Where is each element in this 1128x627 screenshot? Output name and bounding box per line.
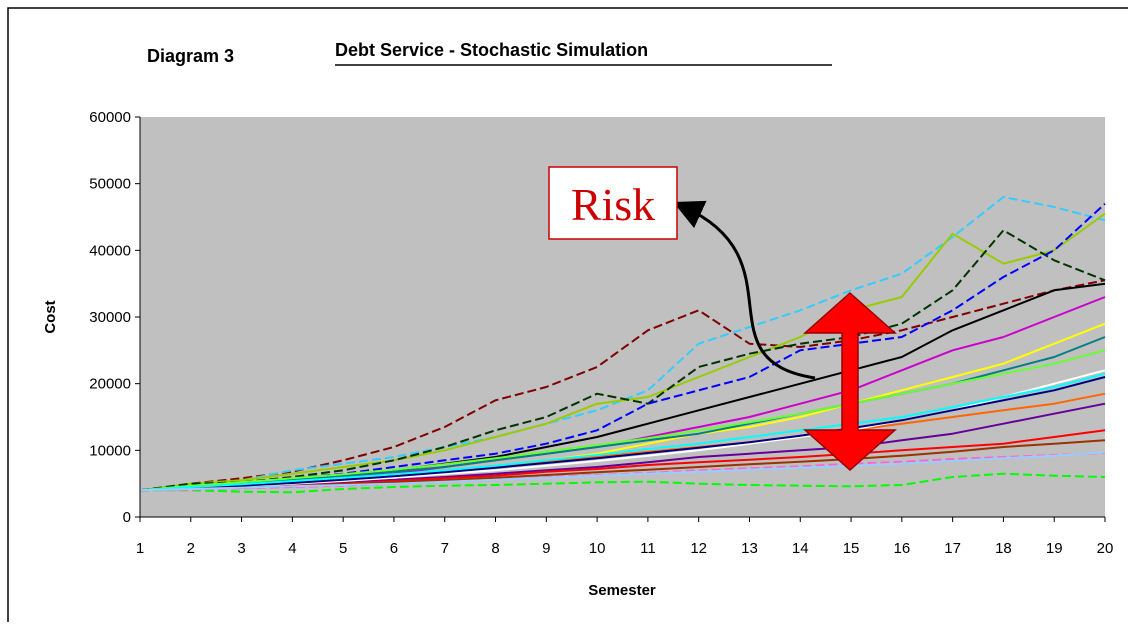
series-line bbox=[139, 212, 1106, 492]
y-axis-label: Cost bbox=[42, 300, 59, 333]
x-tick-label: 15 bbox=[843, 540, 860, 557]
risk-pointer bbox=[673, 200, 816, 380]
x-tick-label: 14 bbox=[792, 540, 809, 557]
y-tick-label: 0 bbox=[123, 509, 131, 526]
y-tick-label: 60000 bbox=[89, 109, 131, 126]
x-tick-label: 13 bbox=[741, 540, 758, 557]
x-tick-label: 20 bbox=[1097, 540, 1114, 557]
diagram-label: Diagram 3 bbox=[147, 46, 234, 66]
x-tick-label: 5 bbox=[339, 540, 347, 557]
x-tick-label: 18 bbox=[995, 540, 1012, 557]
x-tick-label: 10 bbox=[589, 540, 606, 557]
x-tick-label: 12 bbox=[690, 540, 707, 557]
x-tick-label: 1 bbox=[136, 540, 144, 557]
chart-title: Debt Service - Stochastic Simulation bbox=[335, 40, 648, 60]
series-line bbox=[139, 196, 1106, 492]
risk-range-arrow bbox=[803, 291, 897, 472]
series-line bbox=[139, 451, 1106, 492]
x-tick-label: 2 bbox=[187, 540, 195, 557]
y-tick-label: 30000 bbox=[89, 309, 131, 326]
x-tick-label: 3 bbox=[237, 540, 245, 557]
y-tick-label: 10000 bbox=[89, 442, 131, 459]
series-line bbox=[139, 376, 1106, 492]
y-tick-label: 50000 bbox=[89, 176, 131, 193]
x-tick-label: 19 bbox=[1046, 540, 1063, 557]
x-tick-label: 16 bbox=[893, 540, 910, 557]
y-tick-label: 20000 bbox=[89, 376, 131, 393]
x-axis-label: Semester bbox=[588, 582, 656, 599]
x-tick-label: 9 bbox=[542, 540, 550, 557]
annotation: Risk bbox=[571, 179, 655, 230]
series-line bbox=[139, 349, 1106, 492]
x-tick-label: 17 bbox=[944, 540, 961, 557]
frame bbox=[7, 7, 1128, 627]
series-line bbox=[140, 472, 1106, 494]
y-tick-label: 40000 bbox=[89, 242, 131, 259]
series-line bbox=[139, 229, 1106, 492]
x-tick-label: 6 bbox=[390, 540, 398, 557]
x-tick-label: 7 bbox=[441, 540, 449, 557]
x-tick-label: 4 bbox=[288, 540, 296, 557]
series-line bbox=[139, 372, 1106, 492]
annotation-box bbox=[548, 166, 678, 240]
x-tick-label: 8 bbox=[491, 540, 499, 557]
x-tick-label: 11 bbox=[640, 540, 656, 557]
